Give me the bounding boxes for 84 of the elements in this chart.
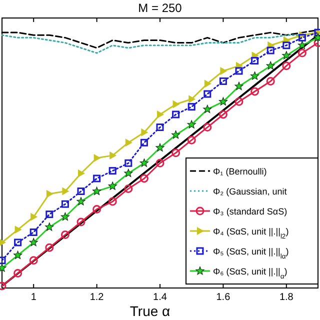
point bbox=[29, 256, 38, 265]
point bbox=[282, 42, 290, 50]
point bbox=[110, 151, 117, 160]
point bbox=[266, 76, 275, 86]
point bbox=[140, 138, 148, 146]
point bbox=[266, 61, 275, 70]
point bbox=[218, 97, 228, 106]
point bbox=[282, 62, 291, 70]
point bbox=[172, 130, 180, 139]
point bbox=[30, 212, 38, 221]
point bbox=[60, 230, 70, 240]
point bbox=[156, 158, 164, 168]
point bbox=[234, 97, 244, 106]
point bbox=[187, 120, 196, 128]
legend-label: Φ₃ (standard SαS) bbox=[213, 206, 288, 216]
point bbox=[234, 82, 244, 90]
point bbox=[204, 90, 212, 98]
point bbox=[298, 40, 306, 50]
point bbox=[92, 186, 102, 195]
legend-label: Φ₁ (Bernoulli) bbox=[213, 166, 267, 176]
point bbox=[203, 123, 212, 132]
point bbox=[172, 100, 180, 108]
point bbox=[157, 110, 164, 118]
point bbox=[218, 110, 228, 119]
legend-label: Φ₆ (SαS, unit ||.||$_{α}$) bbox=[213, 266, 288, 280]
point bbox=[156, 143, 164, 152]
point bbox=[76, 197, 86, 206]
point bbox=[14, 226, 22, 234]
x-axis-title: True α bbox=[130, 303, 170, 319]
point bbox=[46, 210, 54, 218]
point bbox=[61, 200, 69, 208]
point bbox=[250, 72, 260, 80]
point bbox=[188, 103, 196, 111]
legend-label: Φ₄ (SαS, unit ||.||$_{l2}$) bbox=[213, 226, 289, 240]
point bbox=[172, 110, 180, 118]
point bbox=[156, 124, 164, 132]
legend-label: Φ₅ (SαS, unit ||.||$_{lα}$) bbox=[213, 246, 289, 260]
point bbox=[62, 187, 70, 196]
point bbox=[298, 34, 306, 42]
point bbox=[141, 128, 148, 136]
point bbox=[203, 104, 212, 114]
x-tick-label: 1.8 bbox=[279, 292, 294, 303]
point bbox=[124, 159, 132, 167]
point bbox=[60, 212, 70, 221]
point bbox=[93, 174, 101, 182]
point bbox=[45, 243, 54, 252]
point bbox=[124, 168, 133, 178]
point bbox=[140, 174, 148, 183]
point bbox=[298, 48, 306, 58]
point bbox=[172, 148, 180, 158]
x-tick-label: 1 bbox=[30, 292, 37, 303]
point bbox=[108, 167, 116, 175]
point bbox=[266, 46, 274, 54]
x-tick-label: 1.6 bbox=[216, 292, 231, 303]
point bbox=[250, 87, 260, 96]
point bbox=[46, 190, 54, 198]
point bbox=[14, 250, 22, 259]
point bbox=[187, 136, 196, 144]
point bbox=[78, 169, 85, 178]
point bbox=[204, 80, 212, 88]
point bbox=[108, 182, 117, 190]
point bbox=[92, 204, 102, 214]
point bbox=[220, 66, 228, 75]
point bbox=[140, 158, 148, 167]
point bbox=[251, 56, 259, 64]
point bbox=[29, 238, 38, 246]
x-tick-label: 1.2 bbox=[90, 292, 104, 303]
point bbox=[188, 95, 196, 104]
point bbox=[235, 67, 243, 75]
point bbox=[124, 184, 133, 193]
x-tick-label: 1.4 bbox=[153, 292, 168, 303]
point bbox=[108, 197, 117, 206]
point bbox=[282, 51, 291, 60]
legend-label: Φ₂ (Gaussian, unit bbox=[213, 186, 288, 196]
point bbox=[77, 188, 85, 196]
point bbox=[125, 138, 132, 147]
point bbox=[30, 228, 38, 236]
point bbox=[76, 218, 86, 226]
point bbox=[14, 238, 22, 246]
point bbox=[94, 154, 101, 162]
point bbox=[45, 222, 54, 231]
point bbox=[219, 77, 227, 85]
chart-title: M = 250 bbox=[138, 1, 182, 15]
point bbox=[14, 268, 22, 278]
